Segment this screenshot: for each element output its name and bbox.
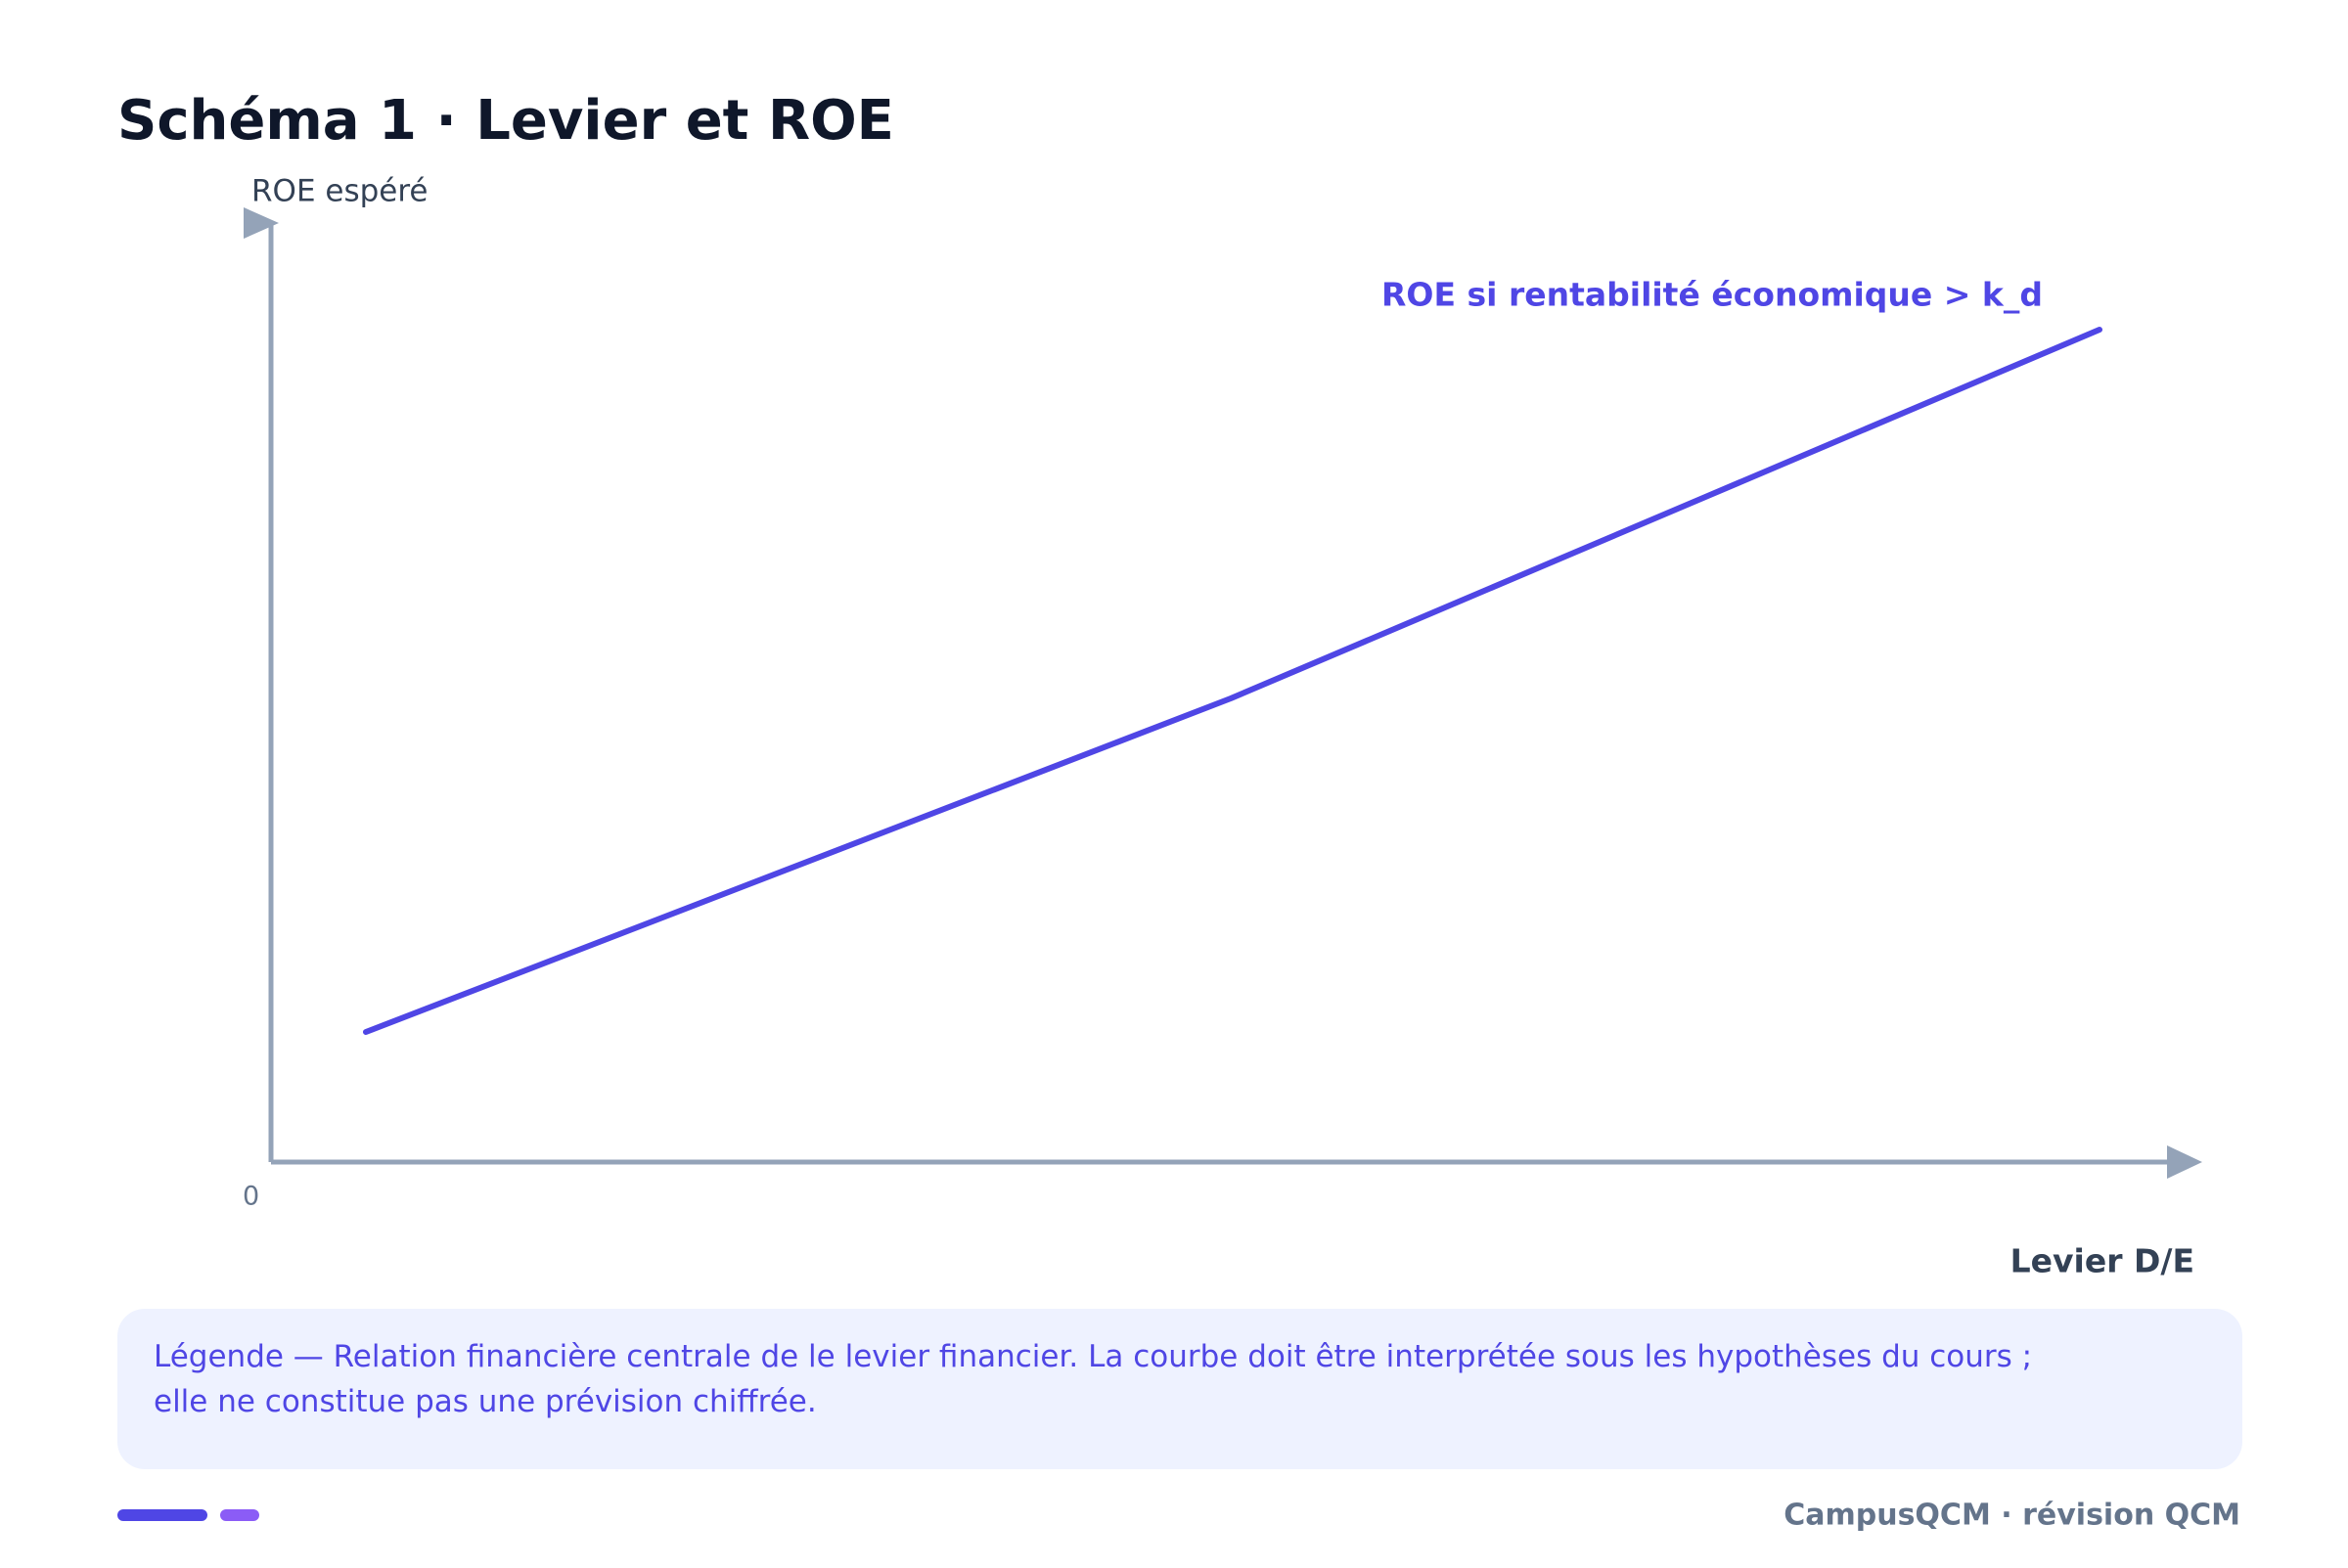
title: Schéma 1 · Levier et ROE xyxy=(117,89,894,153)
legend-text: Légende — Relation financière centrale d… xyxy=(154,1339,2033,1419)
y-axis-label: ROE espéré xyxy=(251,174,429,209)
footer-bar xyxy=(220,1509,259,1521)
footer-brand: CampusQCM · révision QCM xyxy=(1784,1499,2240,1533)
y-axis-arrow xyxy=(244,207,279,239)
roe-curve xyxy=(363,327,2102,1035)
footer-bar xyxy=(117,1509,207,1521)
x-axis-label: Levier D/E xyxy=(2010,1242,2194,1280)
legend-box: Légende — Relation financière centrale d… xyxy=(117,1309,2242,1469)
origin-label: 0 xyxy=(243,1182,259,1212)
x-axis-arrow xyxy=(2167,1145,2202,1179)
curve-label: ROE si rentabilité économique > k_d xyxy=(1381,276,2043,314)
